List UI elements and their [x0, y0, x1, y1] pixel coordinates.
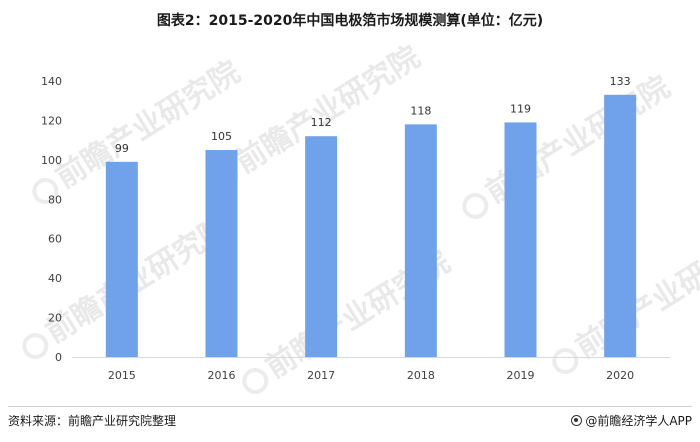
chart-title: 图表2：2015-2020年中国电极箔市场规模测算(单位：亿元): [156, 13, 544, 29]
bar-chart: 0 20 40 60 80 100 120 140 99 2015 105 2016 112 2017 11…: [41, 75, 670, 382]
y-tick-label: 80: [48, 193, 62, 206]
y-tick-label: 60: [48, 233, 62, 246]
y-tick-label: 20: [48, 312, 62, 325]
bar: [604, 94, 637, 358]
x-tick-label: 2017: [307, 369, 335, 382]
source-note: 资料来源：前瞻产业研究院整理: [8, 414, 177, 428]
x-tick-label: 2019: [507, 369, 535, 382]
x-tick-label: 2018: [407, 369, 435, 382]
x-tick-label: 2020: [606, 369, 634, 382]
data-label: 105: [211, 130, 232, 143]
y-tick-label: 40: [48, 272, 62, 285]
brand-logo-icon: [571, 415, 583, 426]
bar: [105, 161, 138, 357]
bar: [504, 122, 537, 358]
x-tick-label: 2015: [108, 369, 136, 382]
data-label: 112: [311, 116, 332, 129]
x-tick-label: 2016: [208, 369, 236, 382]
data-label: 118: [410, 104, 431, 117]
y-tick-label: 120: [41, 114, 62, 127]
data-label: 99: [115, 142, 129, 155]
y-tick-label: 140: [41, 75, 62, 88]
brand-credit: @前瞻经济学人APP: [571, 412, 692, 429]
data-label: 133: [610, 75, 631, 88]
y-tick-label: 0: [55, 351, 62, 364]
bar: [404, 124, 437, 357]
bar: [305, 136, 338, 357]
footer-divider: [8, 406, 692, 407]
bar: [205, 150, 238, 357]
data-label: 119: [510, 102, 531, 115]
brand-text: @前瞻经济学人APP: [585, 414, 692, 428]
y-tick-label: 100: [41, 154, 62, 167]
